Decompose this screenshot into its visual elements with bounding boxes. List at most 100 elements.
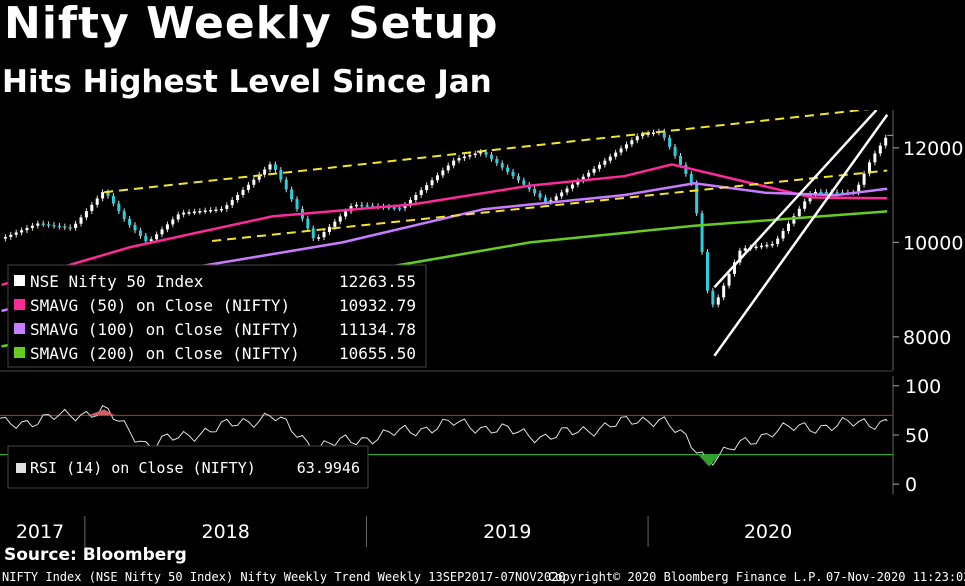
legend-swatch	[14, 299, 25, 310]
candle-body	[182, 212, 186, 215]
ma-series-line	[1, 182, 888, 313]
candle-body	[414, 194, 418, 200]
candle-body	[781, 231, 785, 239]
rsi-legend-swatch	[16, 463, 26, 473]
candle-body	[803, 201, 807, 209]
candle-body	[700, 213, 704, 252]
candle-body	[268, 164, 272, 170]
channel-lower	[713, 113, 889, 357]
candle-body	[651, 132, 655, 134]
x-tick-label: 2020	[744, 521, 792, 543]
rsi-oversold-fill	[698, 454, 720, 467]
candle-body	[673, 146, 677, 156]
candle-body	[354, 204, 358, 207]
rsi-tick-label: 50	[905, 425, 929, 447]
candle-body	[560, 192, 564, 197]
chart-area: 8000 10000 12000 NSE Nifty 50 Index 12263.5…	[0, 110, 965, 547]
candle-body	[360, 204, 364, 207]
candle-body	[570, 184, 574, 189]
candle-body	[279, 169, 283, 180]
candle-body	[776, 238, 780, 245]
candle-body	[144, 235, 148, 242]
candle-body	[533, 189, 537, 194]
candle-body	[619, 148, 623, 153]
candle-body	[689, 173, 693, 184]
candle-body	[117, 203, 121, 212]
candle-body	[333, 221, 337, 227]
candle-body	[722, 285, 726, 298]
candle-body	[867, 162, 871, 174]
candle-body	[824, 191, 828, 194]
candle-body	[603, 160, 607, 165]
channel-upper	[713, 110, 878, 289]
candle-body	[225, 205, 229, 209]
candle-body	[614, 152, 618, 157]
candle-body	[489, 154, 493, 159]
price-tick-label: 12000	[903, 138, 963, 160]
price-legend: NSE Nifty 50 Index 12263.55 SMAVG (50) on …	[7, 264, 427, 368]
candle-body	[14, 232, 18, 235]
candle-body	[241, 189, 245, 195]
candle-body	[792, 216, 796, 224]
x-axis	[0, 497, 965, 547]
ma-series-line	[1, 163, 888, 287]
legend-swatch	[14, 275, 25, 286]
candle-body	[727, 274, 731, 286]
candle-body	[176, 214, 180, 220]
candle-body	[770, 244, 774, 246]
candle-body	[338, 216, 342, 222]
candle-body	[284, 179, 288, 190]
candle-body	[122, 211, 126, 219]
candle-body	[47, 224, 51, 226]
rsi-overbought-fill	[87, 409, 115, 416]
candle-body	[549, 200, 553, 202]
candle-body	[52, 224, 56, 227]
legend-label: NSE Nifty 50 Index	[30, 272, 204, 291]
candle-body	[101, 192, 105, 199]
candle-body	[797, 208, 801, 217]
candle-body	[754, 246, 758, 249]
chart-title: Nifty Weekly Setup	[4, 0, 499, 49]
candle-body	[327, 226, 331, 233]
price-tick-label: 10000	[903, 232, 963, 254]
candle-body	[257, 174, 261, 180]
candle-body	[133, 224, 137, 231]
candle-body	[198, 211, 202, 213]
candle-body	[273, 164, 277, 170]
candle-body	[441, 170, 445, 176]
candle-body	[430, 180, 434, 186]
candle-body	[25, 227, 29, 231]
candle-body	[317, 237, 321, 239]
chart-subtitle: Hits Highest Level Since Jan	[2, 64, 492, 100]
footer-timestamp: 07-Nov-2020 11:23:02	[826, 570, 965, 584]
candle-body	[554, 196, 558, 201]
candle-body	[74, 223, 78, 228]
legend-swatch	[14, 323, 25, 334]
legend-value: 10932.79	[339, 296, 416, 315]
candle-body	[203, 210, 207, 213]
candle-body	[592, 168, 596, 173]
footer-bar: NIFTY Index (NSE Nifty 50 Index) Nifty W…	[0, 568, 965, 586]
candle-body	[716, 297, 720, 305]
candle-body	[446, 165, 450, 171]
candle-body	[873, 153, 877, 163]
candle-body	[484, 152, 488, 155]
rsi-series-line	[0, 405, 888, 466]
candle-body	[624, 144, 628, 149]
candle-body	[138, 230, 142, 236]
candle-body	[20, 230, 24, 233]
candle-body	[403, 204, 407, 209]
candle-body	[111, 195, 115, 204]
candle-body	[230, 200, 234, 206]
candle-body	[743, 248, 747, 251]
candle-body	[835, 192, 839, 194]
candle-body	[365, 205, 369, 207]
candle-body	[705, 251, 709, 291]
candle-body	[695, 183, 699, 214]
candle-body	[246, 184, 250, 190]
x-tick-label: 2017	[16, 521, 64, 543]
candle-body	[457, 158, 461, 161]
candle-body	[165, 224, 169, 230]
candle-body	[641, 134, 645, 137]
candle-body	[646, 133, 650, 135]
